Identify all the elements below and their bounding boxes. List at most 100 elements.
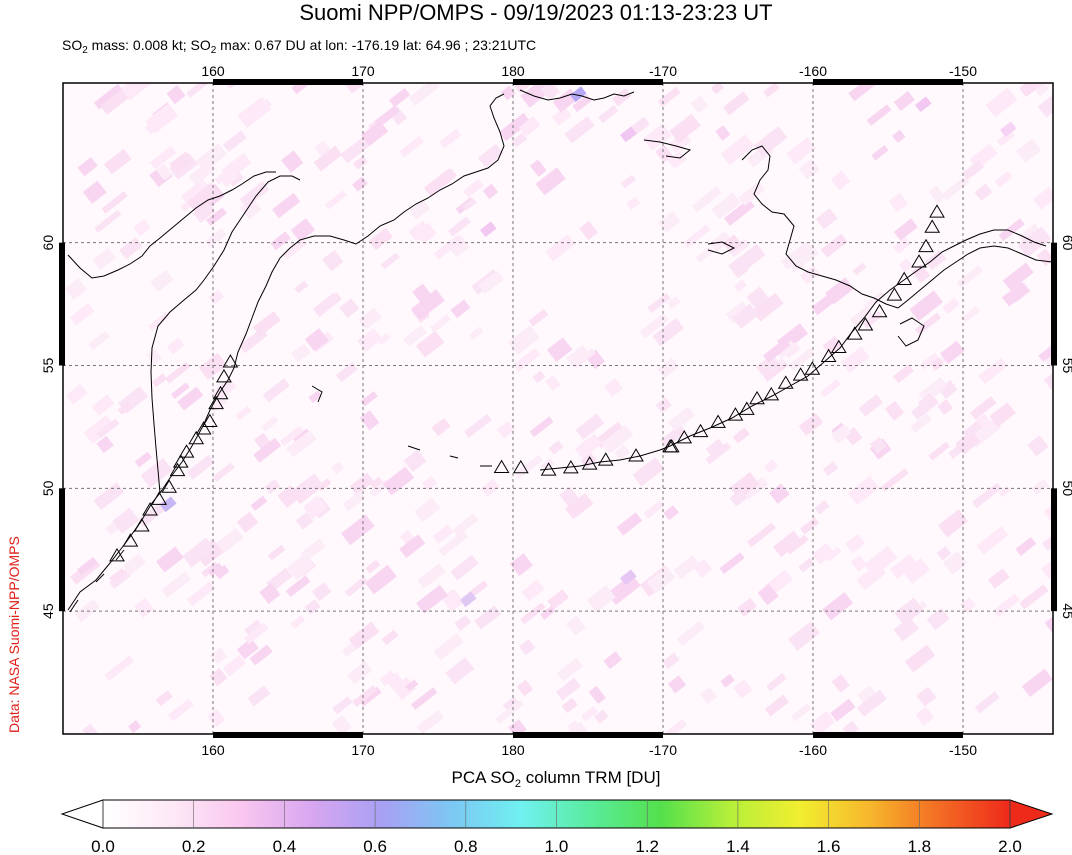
so2-pixel — [565, 615, 587, 636]
coastline-commander — [311, 385, 323, 403]
so2-pixel — [611, 88, 632, 107]
so2-pixel — [346, 660, 373, 685]
so2-pixel — [940, 340, 965, 364]
so2-pixel — [773, 530, 802, 558]
so2-pixel — [236, 511, 259, 533]
so2-pixel — [291, 343, 311, 363]
so2-pixel — [474, 605, 501, 630]
so2-pixel — [620, 126, 637, 143]
so2-pixel — [1019, 83, 1042, 98]
so2-pixel — [382, 466, 415, 496]
so2-pixel — [205, 207, 227, 227]
so2-pixel — [734, 243, 766, 272]
so2-pixel — [109, 567, 126, 583]
so2-pixel — [691, 186, 722, 213]
graticule — [63, 83, 1053, 734]
so2-pixel — [790, 703, 812, 722]
so2-pixel — [663, 505, 679, 521]
so2-pixel — [869, 436, 887, 454]
so2-pixel — [603, 651, 623, 670]
so2-pixel — [822, 336, 843, 356]
so2-pixel — [898, 258, 913, 273]
so2-pixel — [1015, 138, 1042, 164]
so2-pixel — [416, 584, 448, 614]
so2-pixel — [91, 394, 115, 416]
summary-part: mass: 0.008 kt; SO — [87, 37, 211, 53]
so2-pixel — [723, 91, 750, 116]
lon-tick-label: -150 — [949, 63, 977, 79]
so2-pixel — [847, 475, 880, 506]
so2-pixel — [566, 344, 591, 368]
so2-pixel — [359, 410, 380, 431]
so2-summary: SO2 mass: 0.008 kt; SO2 max: 0.67 DU at … — [62, 36, 536, 60]
so2-pixel — [207, 562, 224, 577]
coastline-okhotsk-north — [67, 171, 276, 279]
colorbar-label: PCA SO2 column TRM [DU] — [0, 768, 1072, 790]
so2-pixel — [962, 160, 985, 180]
frame-bands — [59, 79, 1057, 738]
so2-pixel — [380, 252, 400, 270]
so2-pixel — [763, 459, 779, 474]
so2-pixel — [339, 298, 360, 319]
coastline-chukotka — [519, 89, 635, 101]
so2-pixel — [357, 328, 383, 352]
colorbar-tick-label: 0.2 — [182, 837, 206, 855]
volcano-triangle — [161, 479, 178, 493]
volcano-triangle — [581, 456, 598, 470]
so2-pixel — [720, 673, 735, 688]
so2-pixel — [249, 644, 273, 666]
so2-pixel — [161, 571, 192, 599]
summary-part: max: 0.67 DU at lon: -176.19 lat: 64.96 … — [216, 37, 537, 53]
so2-pixel — [647, 292, 671, 314]
so2-pixel — [235, 405, 252, 421]
so2-pixel — [188, 160, 216, 186]
so2-pixel — [364, 564, 397, 595]
so2-pixel — [331, 461, 345, 475]
lon-tick-label: -170 — [649, 63, 677, 79]
so2-pixel — [764, 694, 790, 717]
so2-pixel — [96, 418, 120, 439]
so2-pixel — [528, 309, 549, 327]
so2-pixel — [92, 247, 116, 270]
so2-pixel — [841, 346, 870, 373]
so2-pixel — [705, 438, 726, 458]
lon-tick-label: -160 — [799, 63, 827, 79]
so2-pixel — [866, 104, 892, 126]
lon-tick-label: 180 — [501, 63, 525, 79]
so2-pixel — [286, 553, 315, 581]
so2-pixel — [580, 705, 599, 722]
volcano-triangle — [195, 421, 212, 435]
so2-pixel — [1043, 362, 1053, 390]
so2-pixel — [916, 686, 937, 707]
so2-pixel — [799, 264, 821, 285]
so2-pixel — [632, 457, 665, 487]
so2-pixel — [880, 468, 909, 492]
so2-pixel — [974, 183, 993, 201]
so2-pixel — [925, 250, 947, 271]
so2-pixel — [450, 299, 471, 319]
volcano-triangle — [172, 454, 189, 468]
so2-pixel — [662, 652, 680, 669]
so2-pixel — [690, 95, 709, 114]
lat-tick-label: 55 — [40, 358, 56, 374]
volcano-triangle — [871, 303, 888, 318]
so2-pixel — [324, 190, 347, 210]
so2-pixel — [69, 303, 95, 326]
so2-pixel — [452, 513, 479, 537]
left-lat-labels: 60 55 50 45 — [40, 235, 56, 619]
so2-pixel — [831, 674, 850, 693]
frame-band — [513, 732, 663, 738]
volcano-triangle — [212, 385, 229, 400]
volcano-triangle — [493, 459, 510, 473]
frame-band — [813, 732, 963, 738]
so2-pixel — [904, 644, 936, 673]
lon-tick-label: 160 — [201, 742, 225, 758]
so2-pixel — [746, 286, 770, 309]
so2-pixel — [212, 462, 235, 482]
so2-pixel — [809, 711, 836, 734]
so2-pixel — [574, 433, 603, 459]
so2-pixel — [588, 685, 606, 705]
volcano-triangle — [857, 317, 874, 331]
so2-pixel — [170, 382, 190, 399]
volcano-triangle — [929, 204, 945, 218]
